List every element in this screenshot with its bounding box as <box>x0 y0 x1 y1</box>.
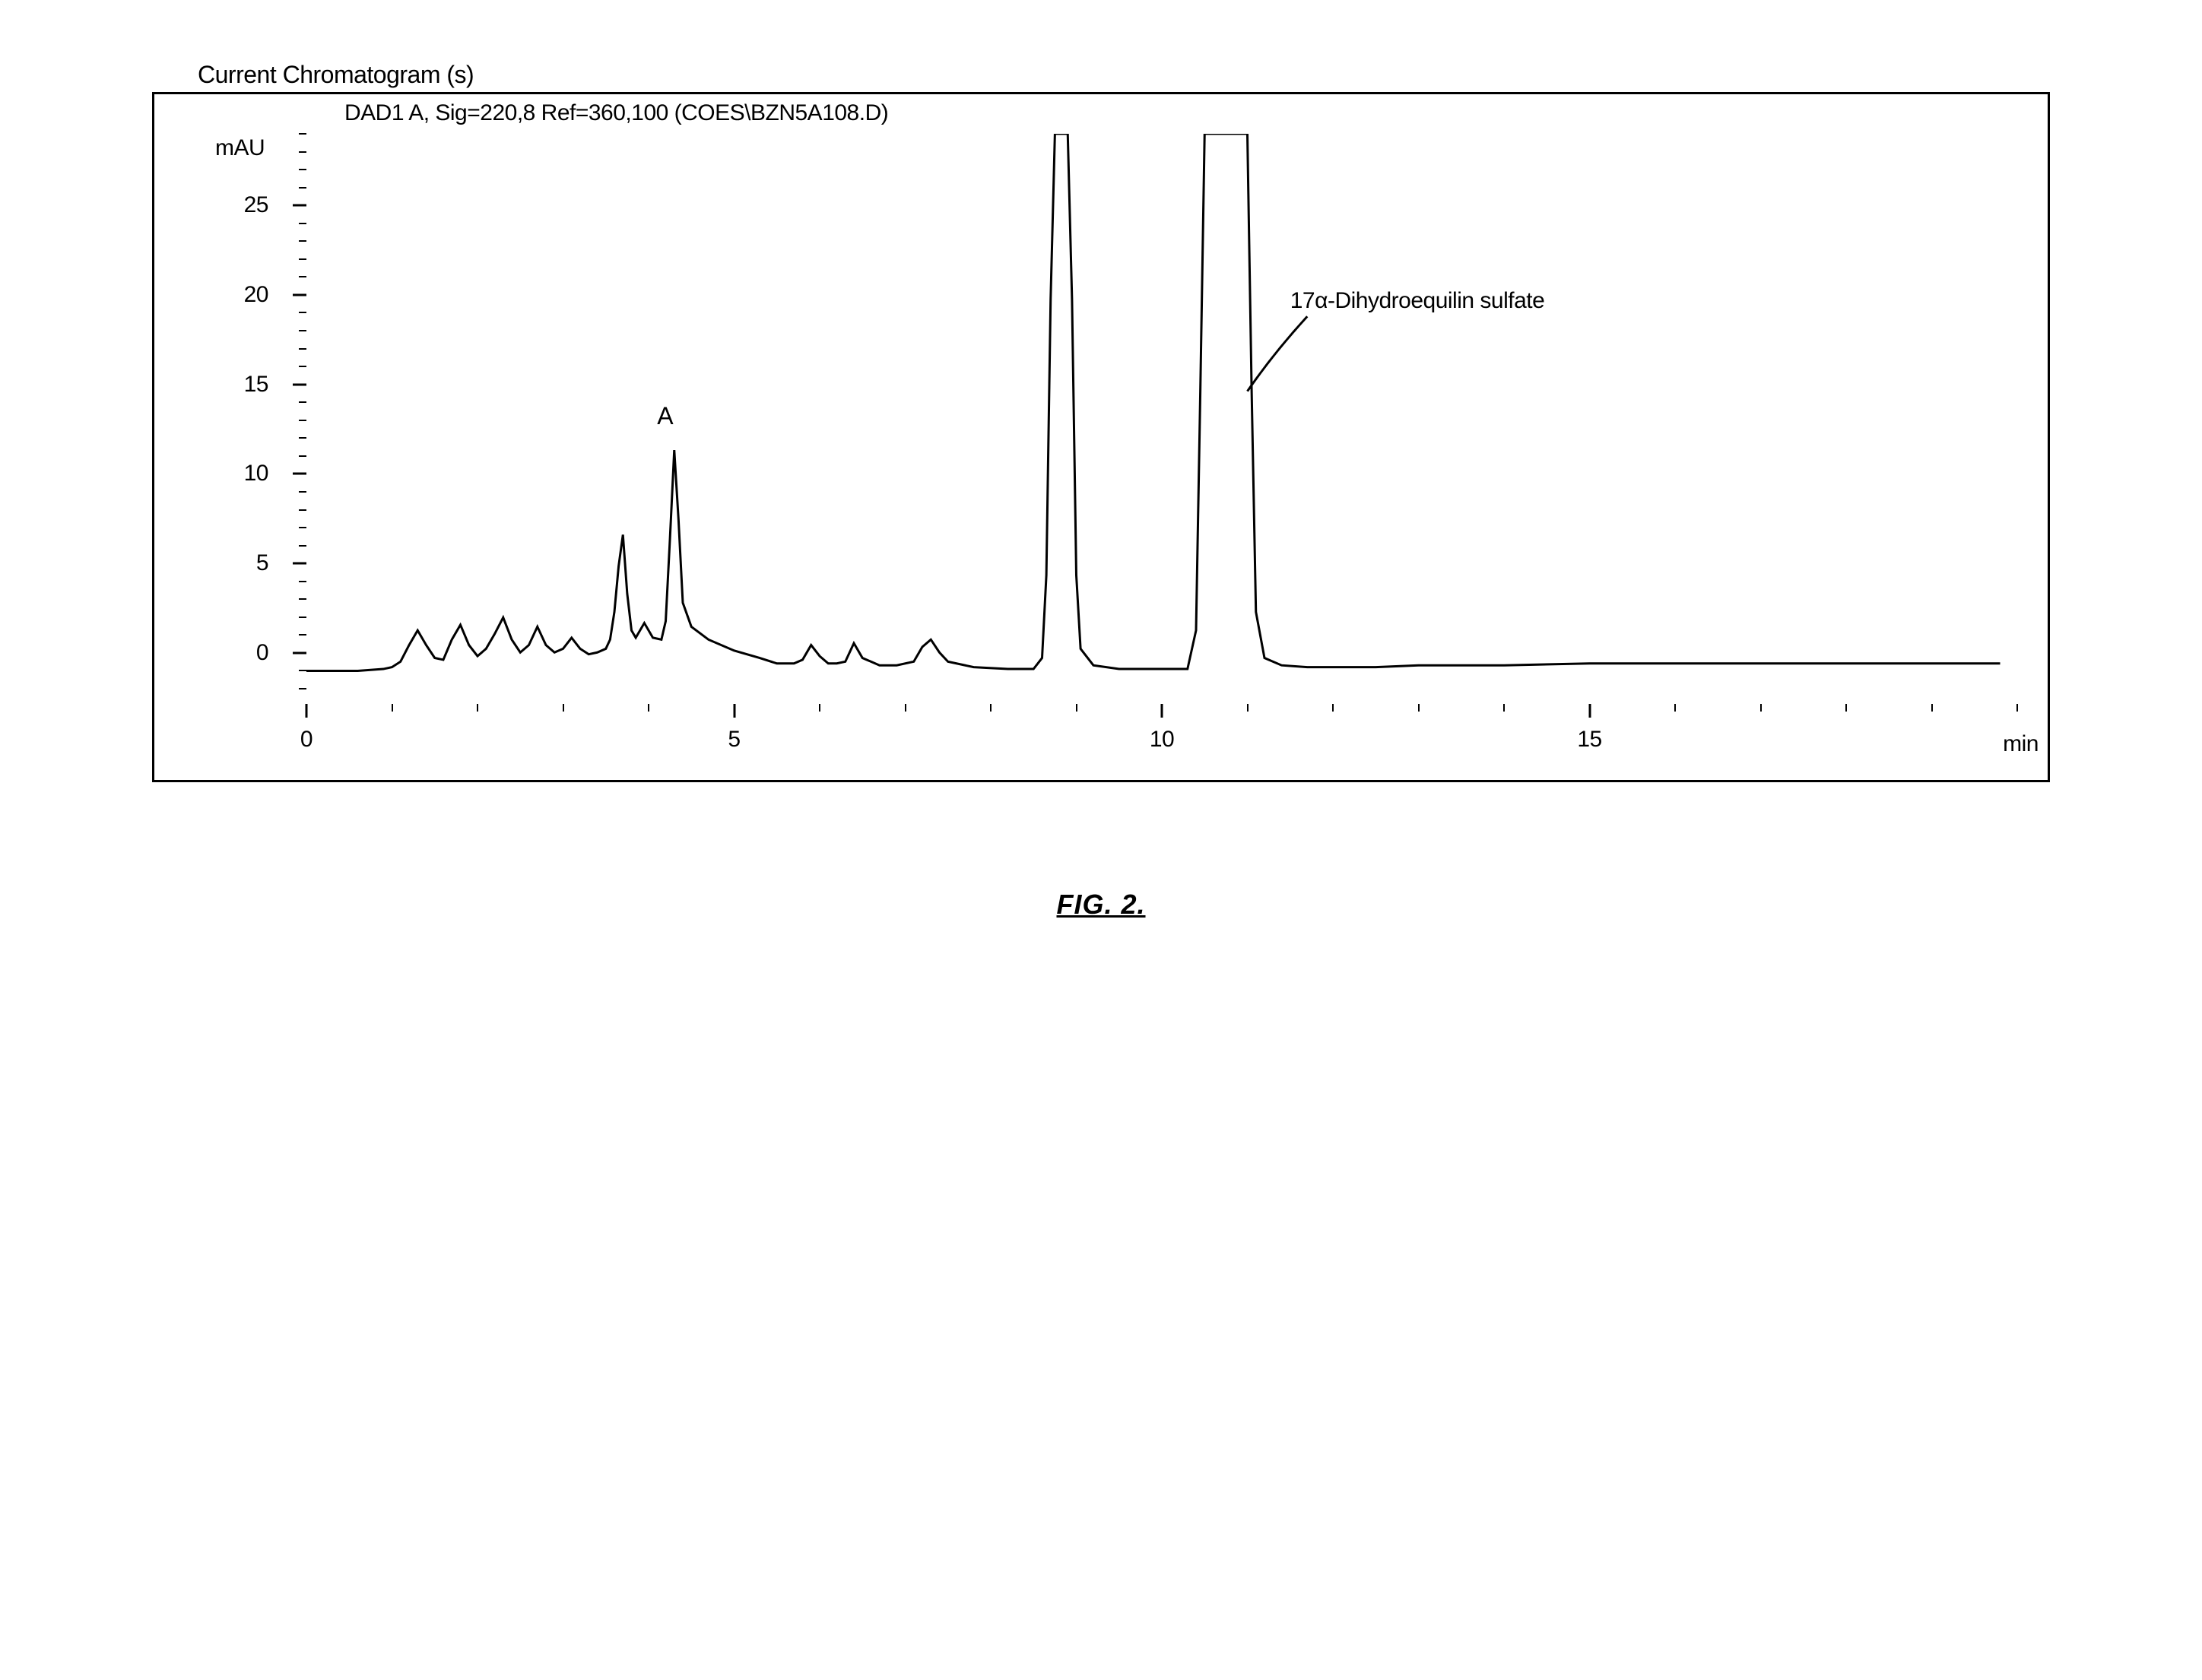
outer-title: Current Chromatogram (s) <box>198 61 2050 89</box>
y-axis-label: mAU <box>215 135 265 161</box>
x-axis: 051015 <box>306 704 2017 734</box>
chromatogram-trace <box>306 134 2017 704</box>
figure-caption: FIG. 2. <box>152 889 2050 921</box>
x-axis-label: min <box>2003 731 2039 757</box>
chart-frame: DAD1 A, Sig=220,8 Ref=360,100 (COES\BZN5… <box>152 92 2050 782</box>
plot-area: A 17α-Dihydroequilin sulfate <box>306 134 2017 704</box>
compound-annotation: 17α-Dihydroequilin sulfate <box>1290 288 1545 314</box>
inner-title: DAD1 A, Sig=220,8 Ref=360,100 (COES\BZN5… <box>344 100 2048 126</box>
y-axis: 0510152025 <box>276 134 306 689</box>
peak-label-a: A <box>657 402 673 430</box>
figure-container: Current Chromatogram (s) DAD1 A, Sig=220… <box>152 61 2050 921</box>
plot-container: mAU 0510152025 A 17α-Dihydroequilin sulf… <box>154 126 2048 780</box>
